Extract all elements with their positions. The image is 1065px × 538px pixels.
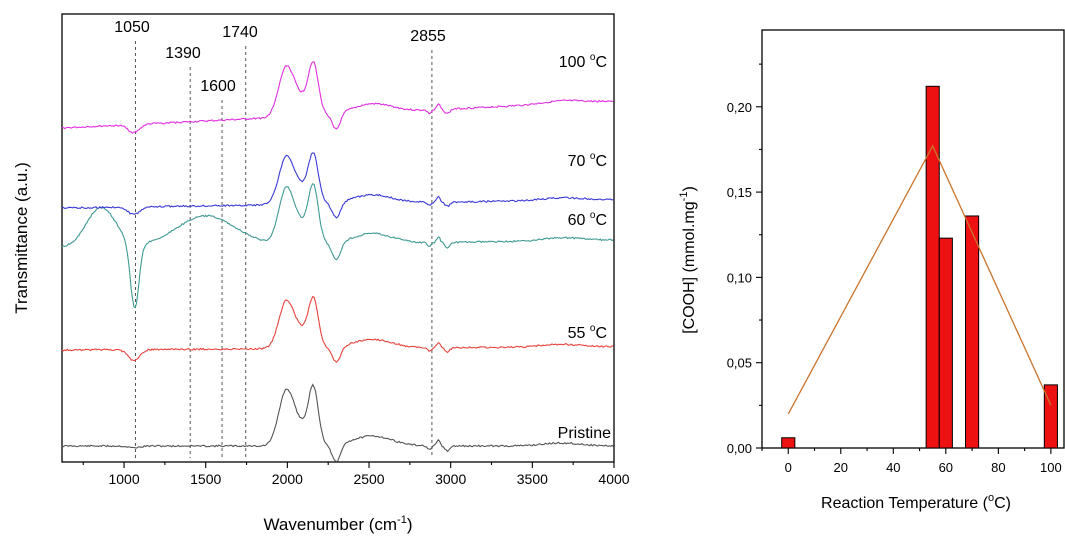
peak-marker-label: 1740: [222, 24, 258, 41]
ftir-series-labels: Pristine 55 oC 60 oC 70 oC 100 oC: [558, 52, 611, 442]
cooh-x-tick-label: 60: [939, 460, 953, 475]
cooh-x-tick-label: 100: [1040, 460, 1062, 475]
ftir-series-line: [61, 152, 614, 219]
ftir-series-label: 70 oC: [568, 151, 607, 170]
ftir-series-label: 100 oC: [559, 52, 607, 71]
cooh-y-tick-label: 0,00: [727, 441, 752, 456]
ftir-series-line: [61, 295, 614, 364]
ftir-x-ticks: 1000 1500 2000 2500 3000 3500 4000: [82, 462, 630, 487]
ftir-y-axis-label: Transmittance (a.u.): [12, 162, 31, 313]
ftir-series-label: 55 oC: [568, 323, 607, 342]
cooh-x-axis-label: Reaction Temperature (oC): [821, 492, 1011, 512]
cooh-bar: [965, 215, 980, 449]
cooh-y-ticks: 0,00 0,05 0,10 0,15 0,20: [727, 63, 762, 456]
cooh-y-axis-label: [COOH] (mmol.mg-1): [678, 186, 698, 334]
ftir-x-tick-label: 2500: [353, 471, 384, 487]
cooh-bars: [781, 85, 1058, 449]
peak-marker-label: 1600: [200, 78, 236, 95]
cooh-bar: [781, 437, 796, 449]
ftir-panel: 1050 1390 1600 1740 2855 Pristine 55 oC 60 oC 7…: [12, 13, 630, 534]
ftir-x-tick-label: 3500: [517, 471, 548, 487]
cooh-x-tick-label: 20: [834, 460, 848, 475]
ftir-x-axis-label: Wavenumber (cm-1): [264, 514, 413, 534]
ftir-peak-markers: 1050 1390 1600 1740 2855: [114, 19, 446, 458]
ftir-x-tick-label: 1000: [108, 471, 139, 487]
cooh-x-tick-label: 80: [991, 460, 1005, 475]
peak-marker-label: 2855: [410, 28, 446, 45]
ftir-series-lines: [61, 61, 614, 463]
ftir-x-tick-label: 3000: [435, 471, 466, 487]
cooh-bar: [938, 237, 953, 449]
cooh-bar: [925, 85, 940, 449]
ftir-plot-frame: [61, 13, 615, 463]
peak-marker-label: 1050: [114, 19, 150, 36]
peak-marker-label: 1390: [165, 45, 201, 62]
ftir-x-tick-label: 2000: [272, 471, 303, 487]
cooh-plot-frame: [761, 29, 1065, 449]
ftir-x-tick-label: 1500: [190, 471, 221, 487]
ftir-x-tick-label: 4000: [598, 471, 629, 487]
cooh-y-tick-label: 0,10: [727, 270, 752, 285]
cooh-y-tick-label: 0,15: [727, 185, 752, 200]
cooh-fit-line: [787, 144, 1052, 415]
cooh-panel: 0 20 40 60 80 100 0,00 0,05 0,10 0,15 0,20 Reacti…: [678, 29, 1065, 512]
cooh-fit-polyline: [787, 144, 1052, 415]
cooh-x-tick-label: 0: [785, 460, 792, 475]
ftir-series-line: [61, 182, 614, 309]
cooh-x-ticks: 0 20 40 60 80 100: [761, 448, 1062, 475]
ftir-series-label: 60 oC: [568, 210, 607, 229]
cooh-y-tick-label: 0,20: [727, 100, 752, 115]
cooh-x-tick-label: 40: [886, 460, 900, 475]
ftir-series-line: [61, 383, 614, 463]
cooh-y-tick-label: 0,05: [727, 356, 752, 371]
ftir-series-label: Pristine: [558, 425, 611, 442]
ftir-series-line: [61, 61, 614, 134]
